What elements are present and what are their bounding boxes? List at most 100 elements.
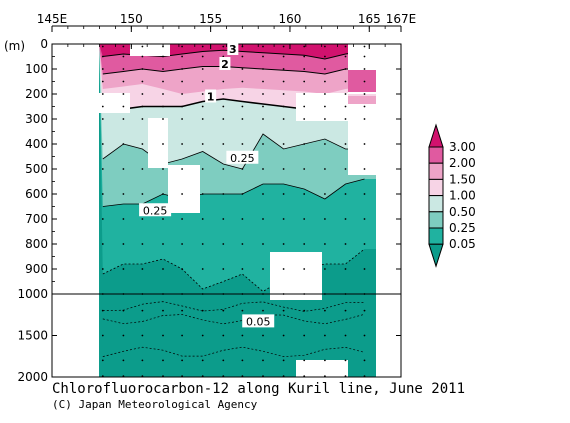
sample-dot — [303, 68, 306, 70]
sample-dot — [181, 309, 184, 312]
sample-dot — [122, 45, 125, 48]
y-tick-label: 0 — [40, 37, 48, 51]
sample-dot — [141, 93, 144, 95]
no-data-area — [376, 44, 401, 377]
sample-dot — [324, 193, 326, 195]
sample-dot — [241, 93, 244, 95]
colorbar-segment — [428, 227, 444, 245]
sample-dot — [101, 105, 104, 108]
sample-dot — [181, 45, 184, 48]
sample-dot — [262, 45, 264, 48]
sample-dot — [201, 218, 204, 220]
sample-dot — [344, 218, 347, 220]
sample-dot — [344, 268, 347, 270]
colorbar-label: 0.25 — [449, 221, 476, 235]
sample-dot — [222, 55, 225, 58]
sample-dot — [162, 105, 164, 108]
sample-dot — [101, 93, 104, 95]
sample-dot — [363, 143, 366, 145]
contour-label: 2 — [221, 58, 229, 71]
sample-dot — [262, 143, 264, 145]
no-data-area — [130, 44, 170, 56]
colorbar-label: 2.00 — [449, 156, 476, 170]
contour-line-deep — [102, 313, 365, 325]
sample-dot — [262, 243, 264, 245]
contour-label-bg — [205, 89, 217, 103]
contour-label-bg — [242, 314, 275, 328]
colorbar-label: 1.00 — [449, 189, 476, 203]
sample-dot — [262, 268, 264, 270]
sample-dot — [101, 218, 104, 220]
sample-dot — [201, 68, 204, 70]
sample-dot — [141, 45, 144, 48]
sample-dot — [344, 143, 347, 145]
sample-dot — [181, 118, 184, 120]
sample-dot — [324, 309, 326, 312]
sample-dot — [262, 93, 264, 95]
x-tick-label: 165 — [358, 12, 381, 26]
sample-dot — [201, 143, 204, 145]
sample-dot — [162, 93, 164, 95]
sample-dot — [363, 105, 366, 108]
sample-dot — [363, 193, 366, 195]
sample-dot — [241, 118, 244, 120]
sample-dot — [324, 359, 326, 362]
sample-dot — [141, 55, 144, 58]
sample-dot — [303, 105, 306, 108]
no-data-area — [270, 252, 322, 300]
y-tick-label: 900 — [25, 262, 48, 276]
sample-dot — [303, 218, 306, 220]
sample-dot — [241, 218, 244, 220]
sample-dot — [363, 243, 366, 245]
sample-dot — [101, 334, 104, 337]
sample-dot — [122, 168, 125, 170]
sample-dot — [241, 243, 244, 245]
y-tick-label: 600 — [25, 187, 48, 201]
sample-dot — [282, 168, 285, 170]
sample-dot — [101, 243, 104, 245]
sample-dot — [222, 80, 225, 83]
y-axis: 0 100 200 300 400 500 600 700 800 900 1000 1500 2000 — [17, 37, 401, 384]
sample-dot — [324, 118, 326, 120]
sample-dot — [344, 80, 347, 83]
contour-line-deep — [102, 346, 365, 357]
sample-dot — [303, 359, 306, 362]
contour-line — [102, 133, 365, 170]
sample-dot — [363, 334, 366, 337]
sample-dot — [324, 68, 326, 70]
sample-dot — [282, 68, 285, 70]
sample-dot — [241, 359, 244, 362]
sample-dot — [344, 243, 347, 245]
sample-dot — [162, 80, 164, 83]
colorbar-segment — [428, 146, 444, 164]
sample-dot — [282, 93, 285, 95]
sample-dot — [141, 68, 144, 70]
sample-dot — [181, 359, 184, 362]
colorbar-segment — [428, 162, 444, 180]
sample-dot — [122, 334, 125, 337]
colorbar-label: 1.50 — [449, 172, 476, 186]
sample-dot — [241, 268, 244, 270]
sample-dot — [162, 218, 164, 220]
contour-label-bg — [226, 150, 259, 164]
sample-dot — [363, 168, 366, 170]
sample-dot — [201, 55, 204, 58]
sample-dot — [324, 80, 326, 83]
sample-dot — [344, 193, 347, 195]
no-data-area — [296, 360, 348, 377]
contour-label-bg — [219, 57, 231, 70]
sample-dot — [101, 80, 104, 83]
sample-dot — [282, 45, 285, 48]
y-tick-label: 100 — [25, 62, 48, 76]
sample-dot — [344, 105, 347, 108]
y-axis-unit: (m) — [4, 39, 25, 53]
sample-dot — [201, 118, 204, 120]
contour-line — [102, 66, 365, 75]
sample-dot — [162, 168, 164, 170]
sample-dot — [141, 105, 144, 108]
sample-dot — [141, 359, 144, 362]
sample-dot — [344, 309, 347, 312]
sample-dot — [101, 168, 104, 170]
sample-dot — [201, 45, 204, 48]
sample-dot — [181, 68, 184, 70]
